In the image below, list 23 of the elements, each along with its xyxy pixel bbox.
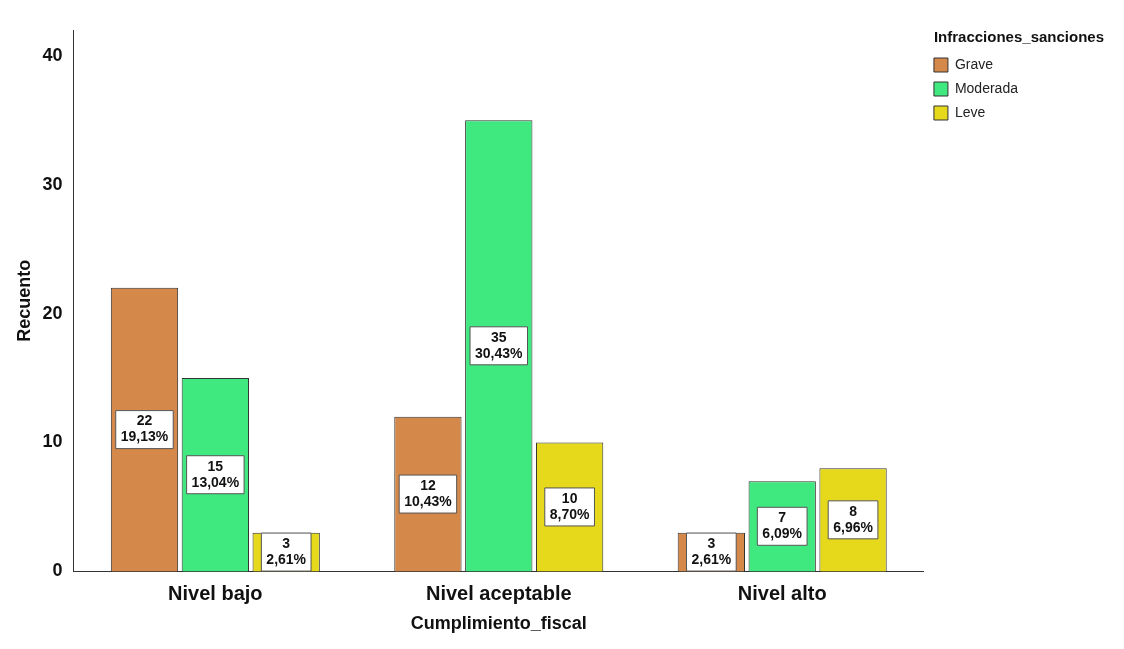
x-tick-label: Nivel alto [737, 581, 827, 604]
y-axis-title: Recuento [13, 259, 34, 342]
data-label: 7 6,09% [762, 509, 803, 542]
y-tick-label: 40 [42, 44, 63, 65]
legend-label: Grave [954, 55, 994, 72]
data-label: 22 19,13% [120, 412, 169, 445]
legend-label: Moderada [954, 79, 1019, 96]
x-axis-title: Cumplimiento_fiscal [410, 613, 587, 634]
data-label: 12 10,43% [404, 476, 453, 509]
legend-label: Leve [954, 103, 986, 120]
y-tick-label: 20 [42, 302, 63, 323]
legend-title: Infracciones_sanciones [933, 27, 1104, 45]
y-tick-label: 0 [52, 560, 63, 581]
data-label: 3 2,61% [691, 534, 732, 567]
x-tick-label: Nivel bajo [168, 581, 263, 604]
y-tick-label: 10 [42, 431, 63, 452]
data-label: 3 2,61% [266, 534, 307, 567]
data-label: 8 6,96% [833, 502, 874, 535]
data-label: 10 8,70% [549, 489, 591, 522]
data-label: 15 13,04% [191, 457, 240, 490]
x-tick-label: Nivel aceptable [425, 581, 572, 604]
data-label: 35 30,43% [475, 328, 524, 361]
y-tick-label: 30 [42, 173, 63, 194]
